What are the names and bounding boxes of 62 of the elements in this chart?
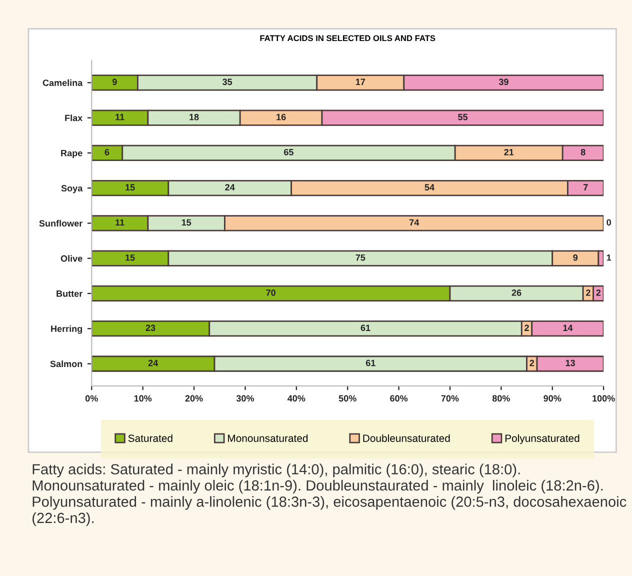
y-tick-label: Butter — [56, 290, 82, 297]
data-label: 9 — [112, 78, 117, 86]
data-label: 2 — [530, 360, 534, 366]
data-label: 11 — [116, 114, 124, 120]
data-label: 15 — [182, 219, 192, 226]
data-label: 61 — [360, 324, 370, 332]
data-label: 35 — [222, 78, 232, 86]
data-label: 15 — [126, 254, 135, 261]
data-label: 65 — [284, 148, 294, 156]
data-label: 16 — [276, 114, 286, 120]
data-label: 13 — [566, 360, 575, 366]
data-label: 0 — [606, 219, 611, 226]
y-tick-label: Salmon — [50, 360, 82, 368]
y-tick-label: Sunflower — [39, 220, 82, 227]
x-tick-label: 90% — [544, 395, 562, 402]
data-label: 11 — [116, 219, 124, 226]
data-label: 74 — [410, 219, 420, 226]
y-tick-label: Flax — [65, 114, 83, 122]
y-tick-label: Soya — [61, 185, 83, 194]
x-tick-label: 20% — [185, 395, 203, 402]
x-tick-label: 0% — [85, 395, 98, 402]
data-label: 8 — [580, 148, 586, 156]
data-label: 55 — [458, 114, 468, 120]
x-tick-label: 80% — [492, 395, 510, 402]
data-label: 23 — [146, 324, 156, 332]
x-tick-label: 100% — [592, 395, 615, 402]
y-tick-label: Olive — [60, 255, 82, 262]
data-label: 21 — [504, 148, 514, 156]
data-label: 54 — [424, 184, 434, 190]
data-label: 39 — [498, 78, 508, 86]
data-label: 6 — [104, 148, 110, 156]
legend-label: Doubleunsaturated — [363, 434, 450, 442]
data-label: 70 — [266, 290, 276, 296]
data-label: 1 — [606, 254, 612, 261]
x-tick-label: 60% — [390, 395, 408, 402]
x-tick-label: 70% — [441, 395, 459, 402]
legend-label: Saturated — [128, 434, 172, 442]
data-label: 24 — [225, 184, 235, 190]
data-label: 2 — [596, 290, 601, 296]
data-label: 7 — [584, 184, 588, 190]
text: Fatty acids: Saturated - mainly myristic (14:0), palmitic (16:0), stearic (18:0). Monounsaturated - mainly oleic (18:1n-9). Doubleunstaurated - mainly linoleic (18:2n-6). Polyunsaturated - mainly a-linolenic (18:3n-3), eicosapentaenoic (20:5-n3, docosahexaenoic (22:6-n3). — [32, 464, 626, 526]
legend-label: Monounsaturated — [228, 434, 308, 442]
x-tick-label: 50% — [338, 395, 356, 402]
x-tick-label: 30% — [236, 395, 254, 402]
legend-label: Polyunsaturated — [505, 434, 580, 444]
data-label: 24 — [148, 360, 158, 366]
y-tick-label: Rape — [61, 150, 82, 158]
data-label: 61 — [366, 360, 376, 366]
y-tick-label: Camelina — [42, 79, 83, 86]
data-label: 18 — [190, 114, 199, 120]
data-label: 75 — [356, 254, 366, 261]
data-label: 17 — [356, 78, 366, 85]
x-tick-label: 10% — [134, 395, 152, 402]
data-label: 2 — [586, 290, 590, 296]
y-tick-label: Herring — [51, 325, 82, 334]
data-label: 14 — [563, 324, 573, 331]
chart-title: FATTY ACIDS IN SELECTED OILS AND FATS — [260, 35, 436, 42]
data-label: 15 — [126, 184, 135, 190]
data-label: 2 — [524, 324, 529, 331]
x-tick-label: 40% — [288, 395, 306, 402]
data-label: 26 — [512, 290, 522, 296]
data-label: 9 — [573, 254, 578, 261]
